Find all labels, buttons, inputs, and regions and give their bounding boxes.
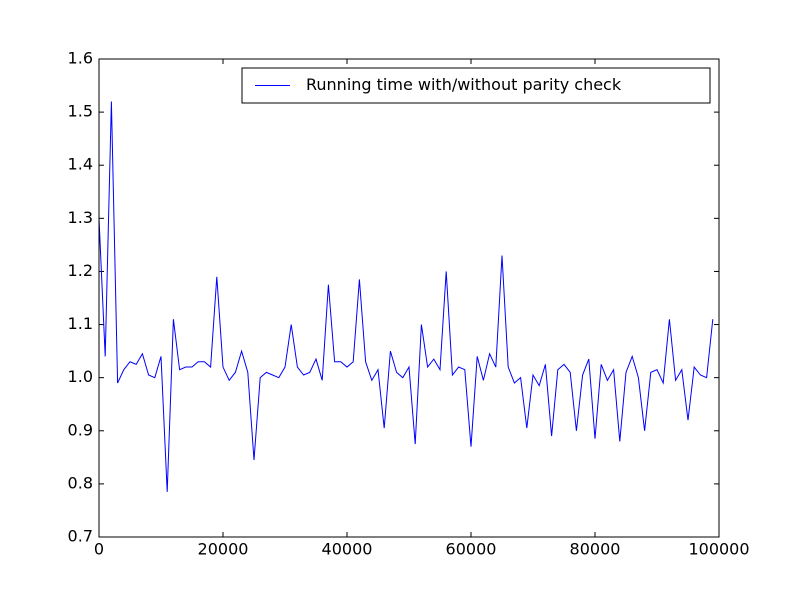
y-tick-label: 1.6	[68, 49, 93, 68]
y-tick-label: 1.2	[68, 261, 93, 280]
y-tick-label: 1.0	[68, 367, 93, 386]
y-tick-label: 0.9	[68, 420, 93, 439]
y-tick-label: 0.7	[68, 527, 93, 546]
y-tick-label: 1.3	[68, 208, 93, 227]
x-tick-label: 0	[94, 540, 104, 559]
x-tick-label: 80000	[570, 540, 621, 559]
x-tick-label: 60000	[446, 540, 497, 559]
y-tick-label: 0.8	[68, 473, 93, 492]
y-tick-label: 1.1	[68, 314, 93, 333]
y-tick-label: 1.4	[68, 155, 93, 174]
y-tick-label: 1.5	[68, 102, 93, 121]
legend-box	[241, 67, 711, 104]
x-tick-label: 100000	[688, 540, 749, 559]
legend-label: Running time with/without parity check	[306, 75, 622, 94]
x-tick-label: 20000	[198, 540, 249, 559]
plot-area	[99, 59, 719, 537]
data-line	[98, 101, 714, 492]
plot-frame	[98, 58, 720, 538]
x-tick-label: 40000	[322, 540, 373, 559]
